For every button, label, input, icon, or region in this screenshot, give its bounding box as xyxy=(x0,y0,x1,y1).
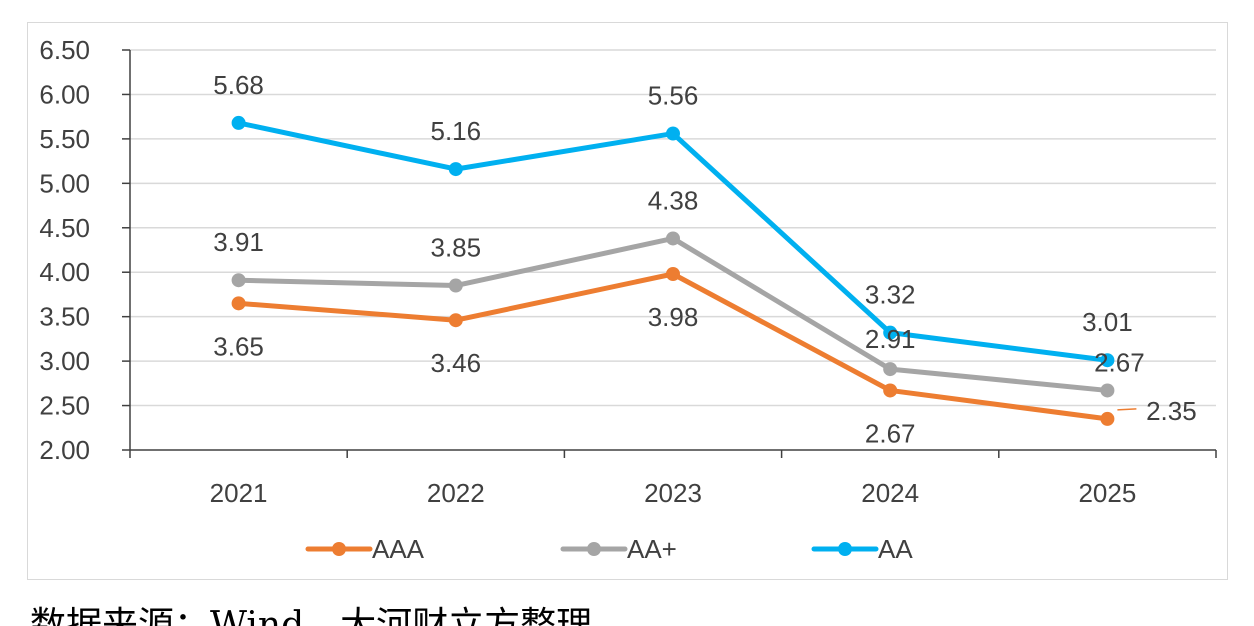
aa-point-2025 xyxy=(1100,353,1115,368)
y-tick-label: 6.00 xyxy=(39,79,90,109)
aa-plus-point-2023 xyxy=(666,231,680,246)
axes: 2.00 2.50 3.00 3.50 4.00 4.50 5.00 5.50 6.00 6.50… xyxy=(39,35,1217,508)
y-tick-label: 5.00 xyxy=(39,168,90,198)
legend-item-aa: AA xyxy=(811,534,913,564)
aaa-point-2025 xyxy=(1100,411,1115,426)
aa-plus-point-2022 xyxy=(448,278,463,293)
legend-label: AA+ xyxy=(627,534,677,564)
aa-point-2024 xyxy=(883,325,898,340)
aa-plus-label-2023: 4.38 xyxy=(648,185,699,215)
aa-label-2021: 5.68 xyxy=(213,70,264,100)
legend: AAA AA+ AA xyxy=(305,534,913,564)
data-labels: 3.653.463.982.672.353.91 3.854.382.912.67… xyxy=(213,70,1196,449)
aa-label-2023: 5.56 xyxy=(648,81,699,111)
aa-plus-label-2024: 2.91 xyxy=(865,324,916,354)
y-tick-label: 4.00 xyxy=(39,257,90,287)
series-layer xyxy=(231,115,1115,426)
aaa-point-2023 xyxy=(666,267,680,281)
aa-point-2022 xyxy=(448,162,463,177)
aa-label-2024: 3.32 xyxy=(865,280,916,310)
line-chart: 2.00 2.50 3.00 3.50 4.00 4.50 5.00 5.50 6.00 6.50… xyxy=(27,22,1228,580)
legend-swatch-marker xyxy=(838,542,852,556)
legend-label: AAA xyxy=(372,534,425,564)
aa-plus-label-2021: 3.91 xyxy=(213,227,264,257)
y-tick-label: 2.50 xyxy=(39,391,90,421)
y-tick-label: 2.00 xyxy=(39,435,90,465)
legend-label: AA xyxy=(878,534,913,564)
aaa-point-2024 xyxy=(883,383,898,398)
x-tick-label-2023: 2023 xyxy=(644,478,702,508)
aaa-label-2023: 3.98 xyxy=(648,302,699,332)
aaa-label-leader-2025 xyxy=(1117,408,1137,411)
aaa-label-2024: 2.67 xyxy=(865,418,916,448)
x-tick-label-2022: 2022 xyxy=(427,478,485,508)
x-tick-label-2021: 2021 xyxy=(210,478,268,508)
y-tick-label: 4.50 xyxy=(39,213,90,243)
aa-label-2025: 3.01 xyxy=(1082,307,1133,337)
chart-frame xyxy=(27,22,1228,580)
legend-swatch-marker xyxy=(332,542,346,556)
aa-plus-point-2021 xyxy=(231,273,246,288)
source-note-container: 数据来源：Wind，大河财立方整理 xyxy=(0,604,1254,626)
aaa-label-2025: 2.35 xyxy=(1146,396,1197,426)
legend-item-aaa: AAA xyxy=(305,534,425,564)
aa-label-2022: 5.16 xyxy=(430,116,481,146)
aa-plus-label-2022: 3.85 xyxy=(430,233,481,263)
aaa-label-2021: 3.65 xyxy=(213,331,264,361)
aa-point-2023 xyxy=(666,126,680,141)
aaa-label-2022: 3.46 xyxy=(430,348,481,378)
y-tick-label: 6.50 xyxy=(39,35,90,65)
y-tick-label: 5.50 xyxy=(39,124,90,154)
x-tick-label-2025: 2025 xyxy=(1078,478,1136,508)
aa-point-2021 xyxy=(231,115,246,130)
aa-plus-point-2024 xyxy=(883,362,898,377)
x-tick-label-2024: 2024 xyxy=(861,478,919,508)
aaa-point-2021 xyxy=(231,296,246,311)
aaa-point-2022 xyxy=(448,313,463,328)
source-note: 数据来源：Wind，大河财立方整理 xyxy=(30,605,593,626)
aa-plus-label-2025: 2.67 xyxy=(1094,347,1145,377)
y-tick-label: 3.00 xyxy=(39,346,90,376)
legend-swatch-marker xyxy=(587,542,601,556)
aa-plus-point-2025 xyxy=(1100,383,1115,398)
legend-item-aa-plus: AA+ xyxy=(560,534,677,564)
y-tick-label: 3.50 xyxy=(39,302,90,332)
